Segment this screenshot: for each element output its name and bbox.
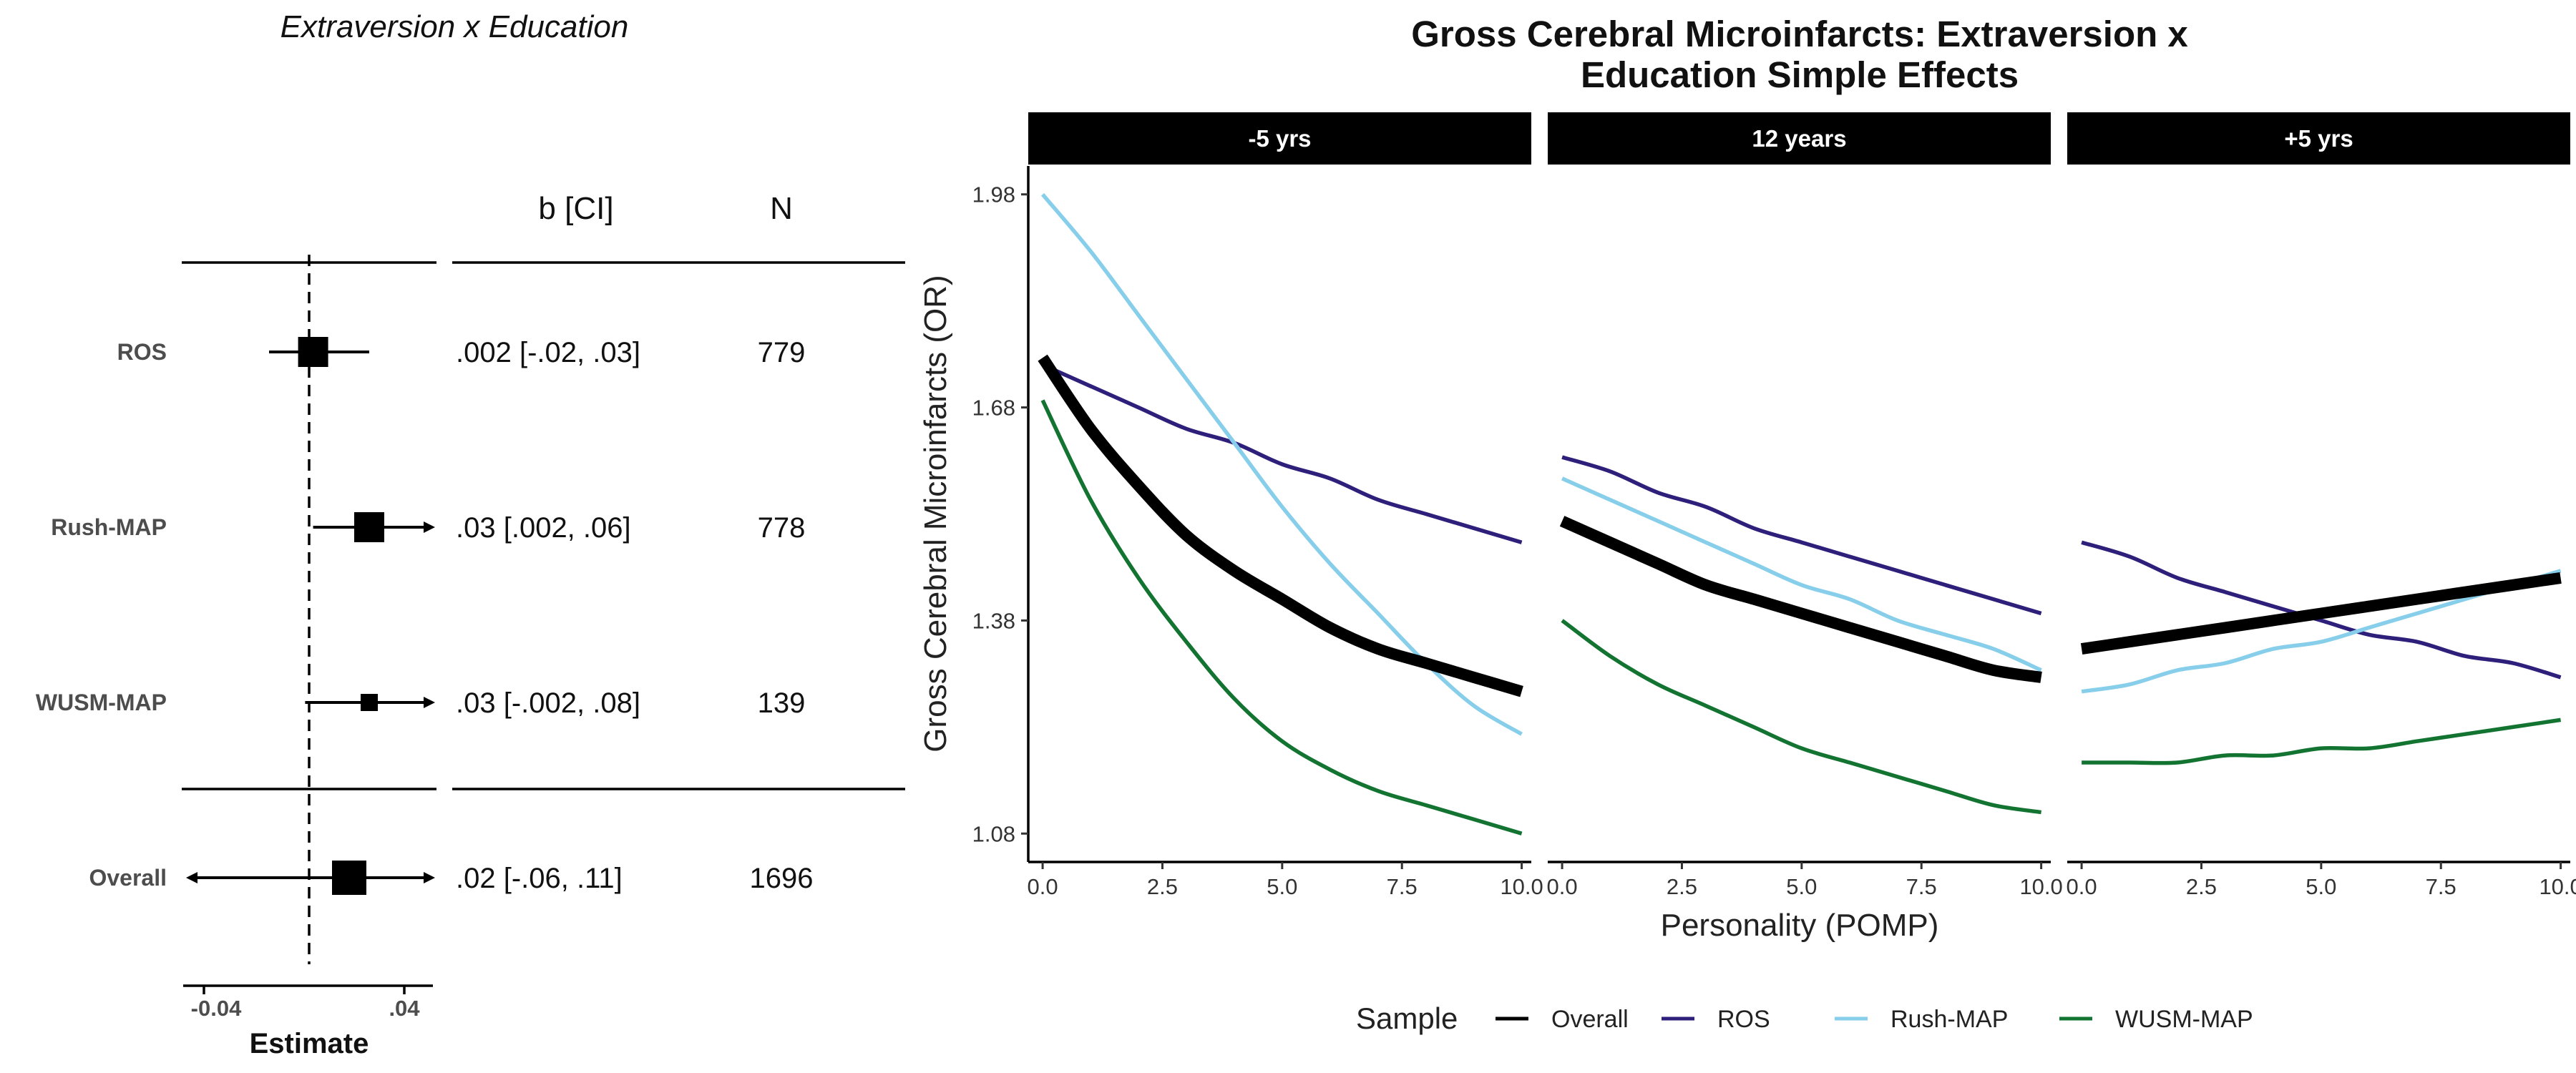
legend-items: Overall ROS Rush-MAP WUSM-MAP xyxy=(1496,1006,2253,1033)
forest-x-tick-label: .04 xyxy=(389,996,420,1021)
facet-panel: -5 yrs 0.0 2.5 5.0 7.5 10.0 xyxy=(1028,112,1543,899)
series-line-overall xyxy=(1559,516,2042,683)
forest-header-b-ci: b [CI] xyxy=(538,191,613,226)
series-line-ros xyxy=(1041,363,1523,544)
x-tick-label: 5.0 xyxy=(2306,874,2336,899)
forest-axis-title: Estimate xyxy=(250,1028,369,1059)
forest-n-value: 778 xyxy=(758,512,806,544)
legend-label: Overall xyxy=(1551,1006,1629,1033)
y-tick-label: 1.68 xyxy=(972,396,1015,421)
forest-ci-arrow-right xyxy=(424,697,435,708)
forest-b-ci-value: .02 [-.06, .11] xyxy=(456,863,623,894)
legend-label: Rush-MAP xyxy=(1890,1006,2008,1033)
x-tick-label: 7.5 xyxy=(1387,874,1418,899)
forest-n-value: 139 xyxy=(758,687,806,719)
forest-b-ci-value: .03 [-.002, .08] xyxy=(456,687,640,719)
facet-panels: -5 yrs 0.0 2.5 5.0 7.5 10.0 12 years 0.0 2.5 5.0 7… xyxy=(1028,112,2576,899)
legend: Sample Overall ROS Rush-MAP WUSM-MAP xyxy=(1356,1001,2253,1035)
x-tick-label: 0.0 xyxy=(1028,874,1058,899)
y-tick-label: 1.38 xyxy=(972,608,1015,633)
x-tick-label: 10.0 xyxy=(2539,874,2576,899)
y-tick-label: 1.08 xyxy=(972,821,1015,846)
x-tick-label: 7.5 xyxy=(2426,874,2457,899)
facet-strip-label: +5 yrs xyxy=(2284,125,2353,152)
simple-effects-chart: Gross Cerebral Microinfarcts: Extraversi… xyxy=(918,14,2576,1035)
forest-ci-arrow-right xyxy=(424,872,435,883)
x-tick-label: 5.0 xyxy=(1267,874,1297,899)
x-tick-label: 10.0 xyxy=(2019,874,2062,899)
x-tick-label: 0.0 xyxy=(2067,874,2097,899)
series-line-wusm-map xyxy=(1040,399,1523,836)
legend-title: Sample xyxy=(1356,1001,1458,1035)
x-tick-label: 7.5 xyxy=(1906,874,1937,899)
forest-row-label: Overall xyxy=(89,865,167,891)
forest-n-value: 1696 xyxy=(750,863,814,894)
forest-rows: ROS .002 [-.02, .03] 779 Rush-MAP .03 [.002,… xyxy=(36,337,814,895)
facet-strip xyxy=(1028,112,1531,165)
forest-point-estimate xyxy=(354,512,384,542)
y-axis-title: Gross Cerebral Microinfarcts (OR) xyxy=(918,275,953,752)
x-tick-label: 0.0 xyxy=(1547,874,1578,899)
forest-title: Extraversion x Education xyxy=(280,9,629,44)
facet-panel: 12 years 0.0 2.5 5.0 7.5 10.0 xyxy=(1547,112,2063,899)
x-tick-label: 2.5 xyxy=(1147,874,1178,899)
facet-strip xyxy=(2067,112,2570,165)
legend-label: ROS xyxy=(1717,1006,1770,1033)
forest-x-tick-label: -0.04 xyxy=(191,996,242,1021)
facet-panel: +5 yrs 0.0 2.5 5.0 7.5 10.0 xyxy=(2067,112,2576,899)
chart-title-line-2: Education Simple Effects xyxy=(1581,54,2019,95)
legend-label: WUSM-MAP xyxy=(2115,1006,2253,1033)
y-tick-label: 1.98 xyxy=(972,182,1015,207)
x-tick-label: 5.0 xyxy=(1786,874,1817,899)
forest-plot: Extraversion x Education b [CI] N ROS .00… xyxy=(36,9,905,1059)
series-line-ros xyxy=(1561,455,2042,616)
forest-n-value: 779 xyxy=(758,337,806,368)
forest-point-estimate xyxy=(332,861,366,895)
y-axis: 1.08 1.38 1.68 1.98 xyxy=(972,166,1030,862)
facet-strip xyxy=(1548,112,2051,165)
x-tick-label: 2.5 xyxy=(2186,874,2217,899)
series-line-wusm-map xyxy=(1561,619,2042,815)
facet-strip-label: -5 yrs xyxy=(1248,125,1311,152)
facet-strip-label: 12 years xyxy=(1752,125,1846,152)
forest-row-label: WUSM-MAP xyxy=(36,690,167,715)
forest-header-n: N xyxy=(770,191,793,226)
series-line-wusm-map xyxy=(2082,717,2562,765)
forest-point-estimate xyxy=(361,694,378,711)
x-tick-label: 10.0 xyxy=(1500,874,1543,899)
forest-ci-arrow-right xyxy=(424,521,435,533)
forest-row-label: Rush-MAP xyxy=(51,514,167,540)
series-line-rush-map xyxy=(1561,476,2042,672)
chart-title-line-1: Gross Cerebral Microinfarcts: Extraversi… xyxy=(1411,14,2188,54)
series-line-overall xyxy=(1038,354,1523,697)
x-tick-label: 2.5 xyxy=(1667,874,1697,899)
series-line-overall xyxy=(2080,572,2562,655)
x-axis-title: Personality (POMP) xyxy=(1661,908,1939,943)
forest-b-ci-value: .002 [-.02, .03] xyxy=(456,337,640,368)
forest-ci-arrow-left xyxy=(186,872,197,883)
series-line-ros xyxy=(2081,540,2562,680)
forest-b-ci-value: .03 [.002, .06] xyxy=(456,512,631,544)
forest-point-estimate xyxy=(298,337,328,367)
forest-row-label: ROS xyxy=(117,339,167,365)
